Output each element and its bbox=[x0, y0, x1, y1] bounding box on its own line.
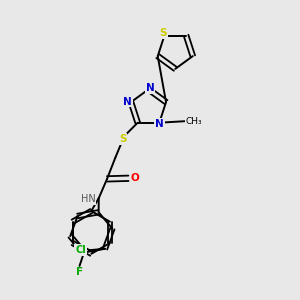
Text: CH₃: CH₃ bbox=[186, 117, 202, 126]
Text: O: O bbox=[130, 173, 140, 183]
Text: F: F bbox=[76, 267, 83, 278]
Text: HN: HN bbox=[81, 194, 96, 204]
Text: N: N bbox=[155, 119, 164, 129]
Text: N: N bbox=[146, 83, 154, 93]
Text: Cl: Cl bbox=[75, 245, 86, 255]
Text: N: N bbox=[123, 97, 132, 106]
Text: S: S bbox=[119, 134, 126, 144]
Text: S: S bbox=[159, 28, 167, 38]
